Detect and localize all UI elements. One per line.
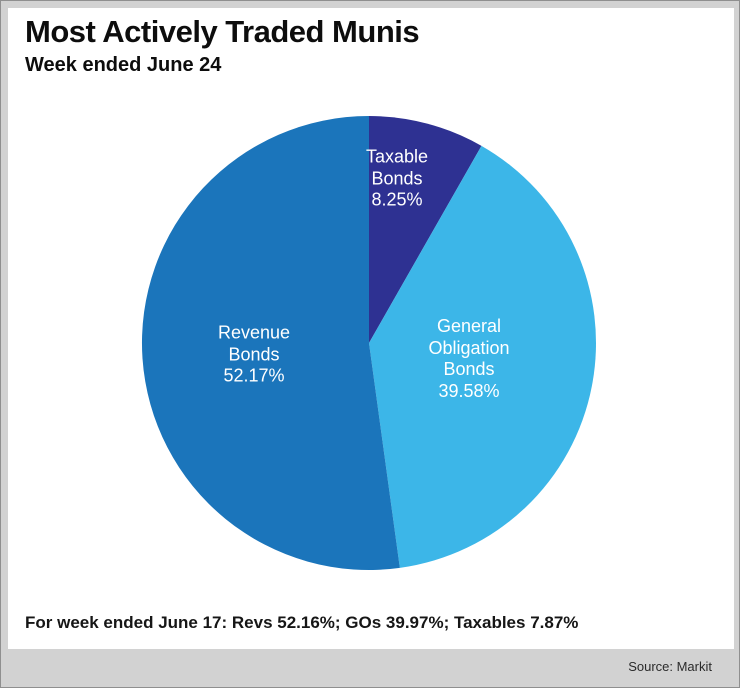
source-label: Source: Markit <box>628 658 712 674</box>
chart-subtitle: Week ended June 24 <box>25 54 222 76</box>
slice-label-revenue-bonds: Revenue Bonds 52.17% <box>217 322 291 386</box>
pie-slice-taxable-bonds <box>369 116 482 343</box>
pie-slice-general-obligation-bonds <box>369 145 596 568</box>
prior-week-footnote: For week ended June 17: Revs 52.16%; GOs… <box>25 613 579 632</box>
pie-slice-revenue-bonds <box>141 116 400 570</box>
pie-chart <box>141 116 596 570</box>
chart-title: Most Actively Traded Munis <box>25 14 420 49</box>
slice-label-taxable-bonds: Taxable Bonds 8.25% <box>365 146 429 210</box>
source-bar: Source: Markit <box>8 649 732 683</box>
slice-label-general-obligation-bonds: General Obligation Bonds 39.58% <box>428 315 510 401</box>
